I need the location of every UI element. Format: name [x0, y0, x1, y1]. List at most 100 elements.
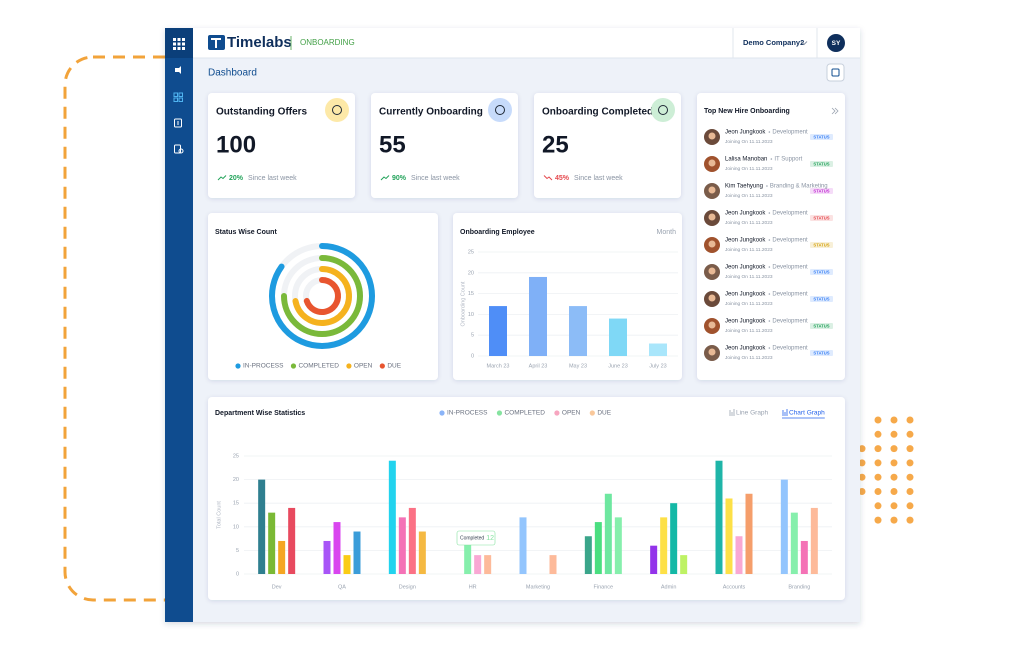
legend-label: IN-PROCESS [243, 363, 284, 370]
decor-dot [890, 416, 898, 424]
bar [569, 306, 587, 356]
logo-letter [211, 38, 221, 48]
status-text: STATUS [813, 134, 829, 139]
status-badge [810, 215, 833, 221]
bar [343, 555, 351, 574]
company-chevron[interactable] [800, 41, 808, 46]
hire-joining: Joining On 11.11.2023 [725, 166, 773, 172]
stat-change: 20% [229, 175, 244, 182]
hire-role: IT Support [774, 157, 802, 163]
hire-role: Development [772, 265, 808, 271]
bar [649, 343, 667, 356]
hire-role: Development [772, 130, 808, 136]
panel-expand[interactable] [831, 107, 839, 115]
decor-dot [890, 430, 898, 438]
decor-dot [890, 445, 898, 453]
y-tick-label: 0 [236, 571, 239, 577]
legend-label: COMPLETED [298, 363, 339, 370]
bar [408, 507, 416, 574]
stat-value: 25 [542, 131, 569, 158]
hire-avatar-face [708, 159, 716, 167]
legend-marker [496, 410, 503, 416]
decor-dot [906, 445, 914, 453]
collapse-icon[interactable] [175, 66, 181, 74]
user-avatar[interactable] [827, 34, 845, 52]
hire-avatar-face [708, 348, 716, 356]
calendar-icon[interactable] [831, 68, 840, 77]
calendar-button[interactable] [826, 63, 845, 82]
toggle-icon[interactable] [782, 409, 788, 416]
clipboard-nav-icon[interactable] [174, 118, 182, 128]
logo-text: Timelabs [227, 34, 292, 51]
stat-icon-glyph [658, 105, 668, 115]
chart-filter[interactable]: Month [657, 229, 677, 236]
y-tick-label: 15 [468, 291, 474, 297]
toggle-icon[interactable] [729, 409, 735, 416]
hire-separator [768, 347, 771, 349]
page-title: Dashboard [208, 68, 257, 79]
user-initials[interactable]: SY [832, 40, 841, 47]
legend-label: COMPLETED [504, 410, 545, 417]
stat-title: Onboarding Completed [542, 107, 653, 118]
bar [735, 536, 743, 574]
hire-separator [768, 293, 771, 295]
decor-dot [858, 459, 866, 467]
company-selector[interactable]: Demo Company2 [743, 38, 804, 47]
dashboard-nav-icon[interactable] [173, 92, 183, 102]
hire-role: Development [772, 238, 808, 244]
tooltip-label: Completed [460, 535, 484, 541]
apps-icon[interactable] [173, 38, 185, 50]
decor-dot [858, 473, 866, 481]
legend-marker [346, 363, 352, 369]
bar [288, 507, 296, 574]
bar [418, 531, 426, 574]
bar [800, 540, 808, 574]
hire-joining: Joining On 11.11.2023 [725, 247, 773, 253]
status-badge [810, 188, 833, 194]
bar [780, 479, 788, 574]
bar [614, 517, 622, 574]
chart-toggle[interactable]: Line Graph [736, 410, 769, 417]
bar [278, 540, 286, 574]
y-tick-label: 10 [468, 312, 474, 318]
x-tick-label: Accounts [723, 584, 746, 590]
y-axis-label: Total Count [216, 501, 222, 529]
decor-dot [890, 473, 898, 481]
stat-note: Since last week [574, 175, 623, 182]
bar [670, 503, 678, 574]
hire-avatar-face [708, 267, 716, 275]
card [371, 93, 518, 198]
y-tick-label: 15 [233, 501, 239, 507]
legend-marker [439, 410, 445, 416]
bar [745, 493, 753, 574]
x-tick-label: Marketing [526, 584, 550, 590]
topbar [165, 28, 860, 58]
decor-dot [890, 488, 898, 495]
decor-dot [874, 473, 882, 481]
x-tick-label: Finance [594, 584, 614, 590]
x-tick-label: May 23 [569, 363, 587, 369]
decor-dot [874, 459, 882, 467]
hire-joining: Joining On 11.11.2023 [725, 355, 773, 361]
hire-joining: Joining On 11.11.2023 [725, 139, 773, 145]
chart-toggle[interactable]: Chart Graph [789, 410, 825, 417]
hire-separator [770, 158, 773, 160]
hire-name: Jeon Jungkook [725, 292, 766, 298]
bar [323, 540, 331, 574]
status-badge [810, 323, 833, 329]
status-badge [810, 269, 833, 275]
y-tick-label: 20 [468, 270, 474, 276]
status-badge [810, 242, 833, 248]
x-tick-label: June 23 [608, 363, 628, 369]
legend-marker [589, 410, 595, 416]
y-axis-label: Onboarding Count [460, 281, 466, 326]
bar [258, 479, 266, 574]
stat-change: 45% [555, 175, 570, 182]
tooltip-value: 12 [486, 535, 494, 542]
document-nav-icon[interactable] [174, 144, 184, 154]
x-tick-label: Dev [272, 584, 282, 590]
hire-avatar-face [708, 186, 716, 194]
y-tick-label: 0 [471, 353, 474, 359]
